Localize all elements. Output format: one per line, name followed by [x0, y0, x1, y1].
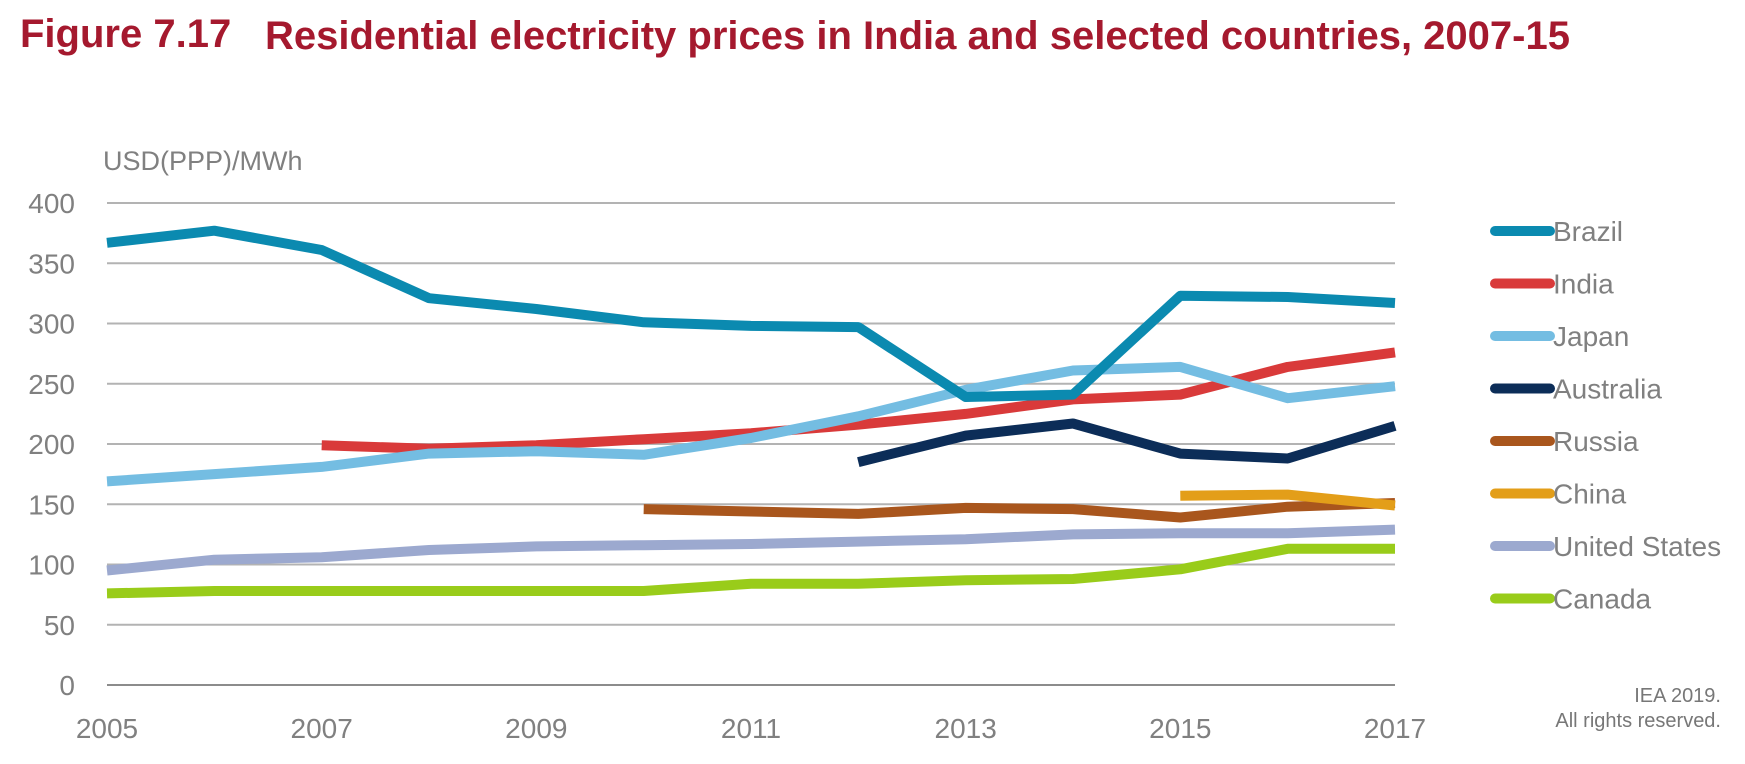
credit-line-1: IEA 2019. [1634, 685, 1721, 707]
y-axis-ticks: 0 50 100 150 200 250 300 350 400 [28, 188, 75, 701]
series-line-brazil [106, 225, 1396, 402]
y-tick-label-350: 350 [28, 248, 75, 279]
legend-label-china: China [1553, 479, 1627, 510]
series-line-united-states [106, 524, 1396, 576]
x-tick-label-2017: 2017 [1364, 713, 1426, 744]
legend-label-canada: Canada [1553, 584, 1652, 615]
figure-number: Figure 7.17 [20, 12, 232, 56]
credit-line-2: All rights reserved. [1555, 710, 1721, 732]
y-tick-label-150: 150 [28, 489, 75, 520]
y-tick-label-100: 100 [28, 550, 75, 581]
series-line-russia [643, 498, 1396, 523]
legend-label-russia: Russia [1553, 426, 1639, 457]
series-line-china [1180, 489, 1396, 511]
legend: Brazil India Japan Australia Russia China Unit… [1490, 216, 1721, 615]
legend-label-united-states: United States [1553, 531, 1721, 562]
x-tick-label-2005: 2005 [76, 713, 138, 744]
x-tick-label-2013: 2013 [935, 713, 997, 744]
x-tick-label-2011: 2011 [721, 713, 781, 744]
figure-title: Residential electricity prices in India … [265, 14, 1570, 58]
series-lines [106, 225, 1397, 599]
series-line-australia [857, 418, 1397, 467]
legend-label-japan: Japan [1553, 321, 1629, 352]
y-axis-label: USD(PPP)/MWh [103, 146, 303, 176]
x-tick-label-2015: 2015 [1149, 713, 1211, 744]
series-line-india [321, 347, 1396, 454]
x-axis-ticks: 2005 2007 2009 2011 2013 2015 2017 [76, 713, 1426, 744]
legend-label-brazil: Brazil [1553, 216, 1623, 247]
x-tick-label-2009: 2009 [505, 713, 567, 744]
series-line-canada [106, 543, 1395, 599]
y-tick-label-200: 200 [28, 429, 75, 460]
series-line-japan [106, 361, 1396, 487]
y-tick-label-0: 0 [59, 670, 75, 701]
y-tick-label-300: 300 [28, 309, 75, 340]
x-tick-label-2007: 2007 [291, 713, 353, 744]
y-tick-label-50: 50 [44, 610, 75, 641]
legend-label-india: India [1553, 269, 1614, 300]
legend-label-australia: Australia [1553, 374, 1662, 405]
y-tick-label-250: 250 [28, 369, 75, 400]
y-tick-label-400: 400 [28, 188, 75, 219]
gridlines [107, 202, 1395, 686]
credit: IEA 2019. All rights reserved. [1555, 684, 1721, 734]
